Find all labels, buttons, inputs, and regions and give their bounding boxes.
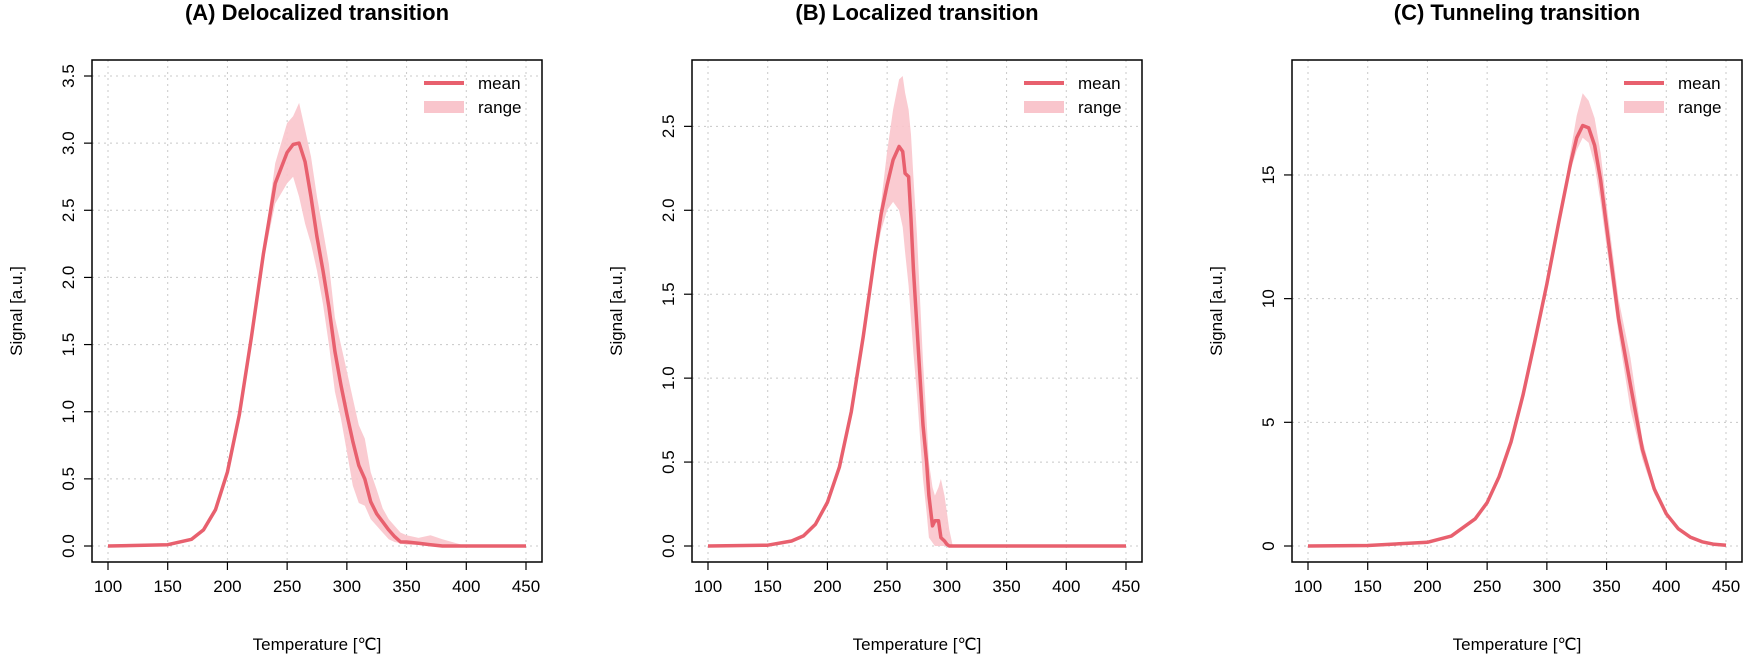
mean-line bbox=[107, 141, 526, 548]
y-tick-label: 2.0 bbox=[659, 198, 678, 222]
x-axis-label: Temperature [℃] bbox=[853, 635, 982, 654]
x-tick-label: 150 bbox=[754, 577, 782, 596]
chart-panel-1: (A) Delocalized transition 100 150 200 250 30… bbox=[7, 0, 543, 654]
legend-swatch-range bbox=[1024, 101, 1064, 113]
y-tick-label: 0 bbox=[1259, 541, 1278, 550]
legend: mean range bbox=[424, 74, 521, 117]
legend-label-range: range bbox=[478, 98, 521, 117]
range-band bbox=[108, 102, 526, 547]
legend-label-mean: mean bbox=[1678, 74, 1721, 93]
x-tick-label: 450 bbox=[1112, 577, 1140, 596]
x-tick-label: 300 bbox=[933, 577, 961, 596]
x-tick-label: 450 bbox=[512, 577, 540, 596]
y-tick-label: 2.5 bbox=[59, 198, 78, 222]
legend-swatch-range bbox=[424, 101, 464, 113]
x-tick-label: 400 bbox=[1652, 577, 1680, 596]
y-tick-label: 2.5 bbox=[659, 115, 678, 139]
x-tick-label: 150 bbox=[1354, 577, 1382, 596]
x-axis-label: Temperature [℃] bbox=[253, 635, 382, 654]
y-tick-label: 15 bbox=[1259, 165, 1278, 184]
y-tick-label: 1.0 bbox=[59, 400, 78, 424]
chart-panel-2: (B) Localized transition 100 150 200 250 300 3… bbox=[607, 0, 1143, 654]
range-band bbox=[1308, 93, 1726, 547]
legend-label-range: range bbox=[1078, 98, 1121, 117]
x-tick-label: 250 bbox=[1473, 577, 1501, 596]
x-tick-label: 100 bbox=[694, 577, 722, 596]
x-tick-label: 350 bbox=[392, 577, 420, 596]
y-tick-label: 2.0 bbox=[59, 266, 78, 290]
x-tick-label: 450 bbox=[1712, 577, 1740, 596]
y-tick-label: 0.5 bbox=[659, 450, 678, 474]
x-tick-label: 200 bbox=[1413, 577, 1441, 596]
x-tick-label: 350 bbox=[992, 577, 1020, 596]
x-tick-label: 300 bbox=[1533, 577, 1561, 596]
x-tick-label: 400 bbox=[452, 577, 480, 596]
y-tick-label: 0.0 bbox=[59, 534, 78, 558]
y-axis-label: Signal [a.u.] bbox=[7, 266, 26, 356]
legend-label-range: range bbox=[1678, 98, 1721, 117]
x-tick-label: 100 bbox=[94, 577, 122, 596]
y-tick-label: 3.5 bbox=[59, 64, 78, 88]
chart-title: (A) Delocalized transition bbox=[185, 0, 449, 25]
x-tick-label: 350 bbox=[1592, 577, 1620, 596]
y-tick-label: 1.5 bbox=[659, 282, 678, 306]
x-tick-label: 300 bbox=[333, 577, 361, 596]
y-tick-label: 1.5 bbox=[59, 333, 78, 357]
x-axis-label: Temperature [℃] bbox=[1453, 635, 1582, 654]
legend: mean range bbox=[1024, 74, 1121, 117]
x-tick-label: 150 bbox=[154, 577, 182, 596]
plot-frame bbox=[1291, 59, 1743, 563]
chart-title: (B) Localized transition bbox=[795, 0, 1038, 25]
legend-label-mean: mean bbox=[478, 74, 521, 93]
plot-frame bbox=[91, 59, 543, 563]
y-tick-label: 10 bbox=[1259, 289, 1278, 308]
legend-label-mean: mean bbox=[1078, 74, 1121, 93]
chart-title: (C) Tunneling transition bbox=[1394, 0, 1640, 25]
mean-line bbox=[1307, 123, 1727, 548]
y-tick-label: 3.0 bbox=[59, 131, 78, 155]
x-tick-label: 100 bbox=[1294, 577, 1322, 596]
legend-swatch-range bbox=[1624, 101, 1664, 113]
x-tick-label: 250 bbox=[273, 577, 301, 596]
y-axis-label: Signal [a.u.] bbox=[1207, 266, 1226, 356]
y-axis-label: Signal [a.u.] bbox=[607, 266, 626, 356]
x-tick-label: 200 bbox=[813, 577, 841, 596]
y-tick-label: 0.5 bbox=[59, 467, 78, 491]
x-tick-label: 200 bbox=[213, 577, 241, 596]
x-tick-label: 250 bbox=[873, 577, 901, 596]
y-tick-label: 5 bbox=[1259, 418, 1278, 427]
x-tick-label: 400 bbox=[1052, 577, 1080, 596]
plot-frame bbox=[691, 59, 1143, 563]
legend: mean range bbox=[1624, 74, 1721, 117]
y-tick-label: 0.0 bbox=[659, 534, 678, 558]
mean-line bbox=[707, 144, 1126, 548]
y-tick-label: 1.0 bbox=[659, 366, 678, 390]
